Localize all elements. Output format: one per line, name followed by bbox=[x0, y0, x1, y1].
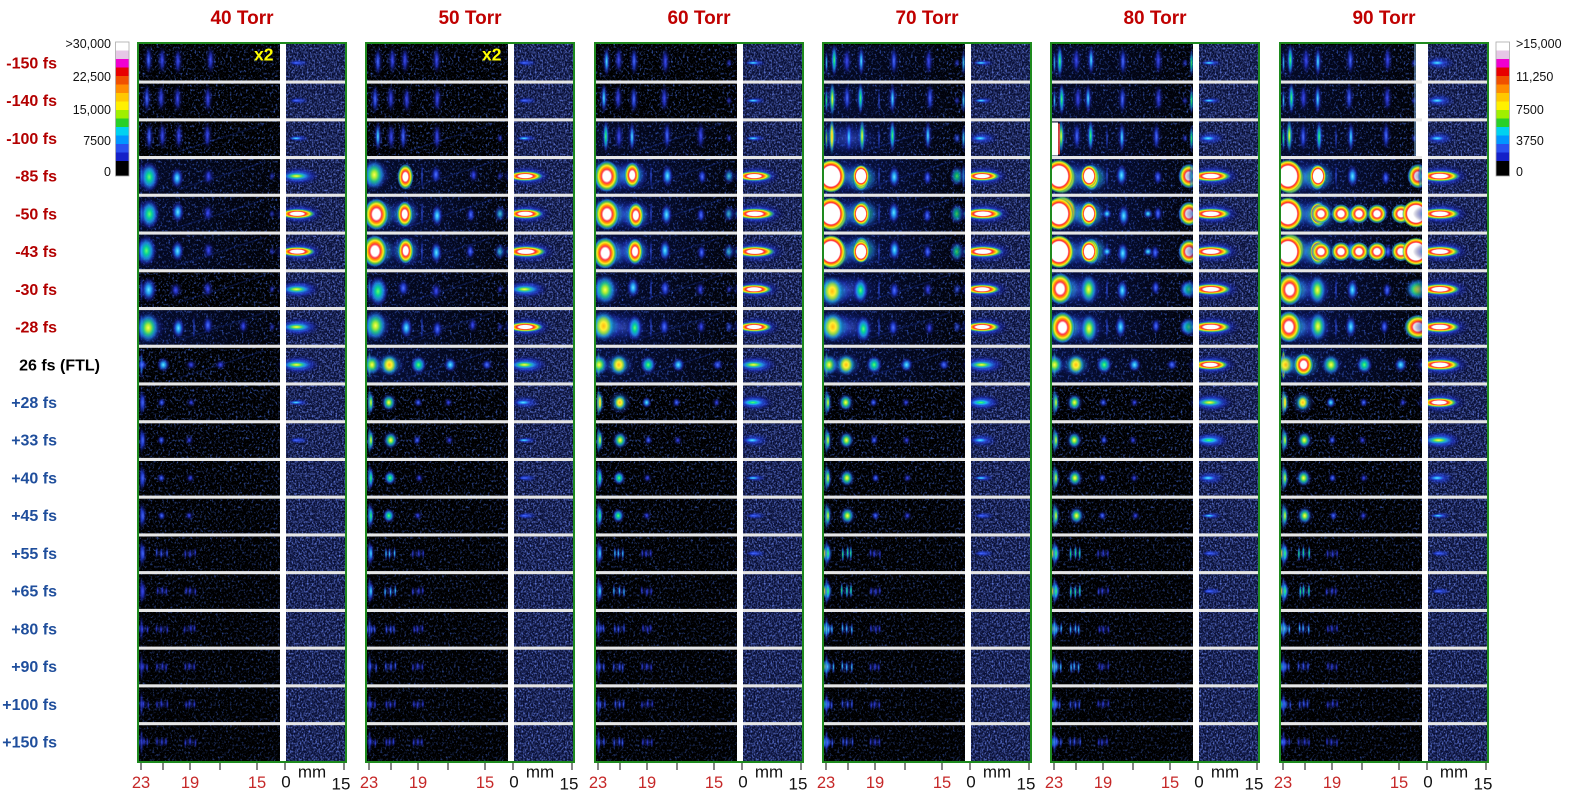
svg-text:x2: x2 bbox=[254, 45, 274, 65]
svg-text:15: 15 bbox=[1245, 775, 1264, 794]
svg-text:90 Torr: 90 Torr bbox=[1352, 8, 1416, 29]
svg-text:-28 fs: -28 fs bbox=[15, 320, 57, 337]
svg-text:11,250: 11,250 bbox=[1516, 70, 1553, 84]
svg-text:0: 0 bbox=[1423, 773, 1432, 792]
svg-text:mm: mm bbox=[526, 763, 554, 782]
svg-text:23: 23 bbox=[1274, 774, 1292, 792]
svg-text:mm: mm bbox=[1440, 763, 1468, 782]
svg-text:15,000: 15,000 bbox=[73, 103, 111, 117]
svg-text:19: 19 bbox=[638, 774, 656, 792]
svg-text:3750: 3750 bbox=[1516, 134, 1544, 148]
svg-text:0: 0 bbox=[104, 165, 111, 179]
svg-text:15: 15 bbox=[1474, 775, 1493, 794]
svg-text:-43 fs: -43 fs bbox=[15, 244, 57, 261]
svg-text:0: 0 bbox=[281, 773, 290, 792]
svg-text:+28 fs: +28 fs bbox=[11, 395, 57, 412]
svg-text:0: 0 bbox=[1194, 773, 1203, 792]
svg-text:19: 19 bbox=[1323, 774, 1341, 792]
svg-text:15: 15 bbox=[332, 775, 351, 794]
svg-text:23: 23 bbox=[360, 774, 378, 792]
svg-text:+40 fs: +40 fs bbox=[11, 471, 57, 488]
svg-text:15: 15 bbox=[1017, 775, 1036, 794]
svg-text:-30 fs: -30 fs bbox=[15, 282, 57, 299]
svg-text:19: 19 bbox=[1094, 774, 1112, 792]
svg-text:23: 23 bbox=[132, 774, 150, 792]
svg-text:mm: mm bbox=[983, 763, 1011, 782]
svg-text:0: 0 bbox=[1516, 165, 1523, 179]
svg-text:7500: 7500 bbox=[1516, 103, 1544, 117]
svg-text:15: 15 bbox=[933, 774, 951, 792]
svg-text:70 Torr: 70 Torr bbox=[895, 8, 959, 29]
svg-text:19: 19 bbox=[866, 774, 884, 792]
svg-text:15: 15 bbox=[560, 775, 579, 794]
svg-text:-85 fs: -85 fs bbox=[15, 169, 57, 186]
svg-text:0: 0 bbox=[966, 773, 975, 792]
svg-text:mm: mm bbox=[1211, 763, 1239, 782]
svg-text:-150 fs: -150 fs bbox=[6, 55, 57, 72]
svg-text:-50 fs: -50 fs bbox=[15, 206, 57, 223]
svg-text:+100 fs: +100 fs bbox=[2, 697, 57, 714]
svg-text:0: 0 bbox=[738, 773, 747, 792]
svg-text:-140 fs: -140 fs bbox=[6, 93, 57, 110]
svg-text:15: 15 bbox=[476, 774, 494, 792]
svg-text:80 Torr: 80 Torr bbox=[1123, 8, 1187, 29]
svg-text:+45 fs: +45 fs bbox=[11, 508, 57, 525]
svg-text:0: 0 bbox=[509, 773, 518, 792]
svg-text:23: 23 bbox=[817, 774, 835, 792]
svg-text:mm: mm bbox=[755, 763, 783, 782]
svg-text:15: 15 bbox=[1161, 774, 1179, 792]
svg-text:26 fs (FTL): 26 fs (FTL) bbox=[19, 357, 100, 374]
svg-text:+150 fs: +150 fs bbox=[2, 735, 57, 752]
svg-text:50 Torr: 50 Torr bbox=[438, 8, 502, 29]
svg-text:15: 15 bbox=[705, 774, 723, 792]
svg-text:7500: 7500 bbox=[83, 134, 111, 148]
svg-text:60 Torr: 60 Torr bbox=[667, 8, 731, 29]
svg-text:+33 fs: +33 fs bbox=[11, 433, 57, 450]
svg-text:19: 19 bbox=[181, 774, 199, 792]
svg-text:mm: mm bbox=[298, 763, 326, 782]
svg-text:>15,000: >15,000 bbox=[1516, 37, 1562, 51]
svg-text:+80 fs: +80 fs bbox=[11, 621, 57, 638]
svg-text:40 Torr: 40 Torr bbox=[210, 8, 274, 29]
svg-text:-100 fs: -100 fs bbox=[6, 131, 57, 148]
svg-text:x2: x2 bbox=[482, 45, 502, 65]
svg-text:+65 fs: +65 fs bbox=[11, 584, 57, 601]
svg-text:>30,000: >30,000 bbox=[65, 37, 111, 51]
svg-text:15: 15 bbox=[1390, 774, 1408, 792]
svg-text:15: 15 bbox=[789, 775, 808, 794]
svg-text:23: 23 bbox=[589, 774, 607, 792]
svg-text:+90 fs: +90 fs bbox=[11, 659, 57, 676]
svg-text:19: 19 bbox=[409, 774, 427, 792]
svg-text:23: 23 bbox=[1045, 774, 1063, 792]
svg-text:15: 15 bbox=[248, 774, 266, 792]
svg-text:+55 fs: +55 fs bbox=[11, 546, 57, 563]
svg-text:22,500: 22,500 bbox=[73, 70, 111, 84]
